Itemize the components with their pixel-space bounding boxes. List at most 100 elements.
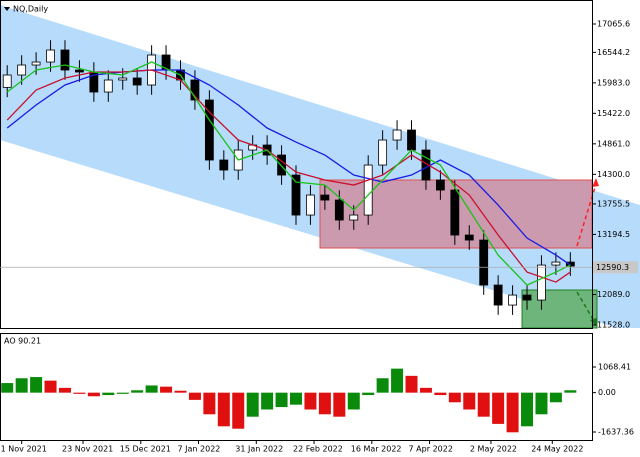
x-tick-label: 7 Jan 2022 — [178, 445, 221, 454]
candle-body — [132, 77, 142, 86]
candle-body — [306, 194, 315, 216]
ao-bar — [290, 392, 302, 405]
ao-bar — [463, 392, 476, 410]
candle-body — [522, 294, 532, 301]
ao-bar — [318, 392, 331, 415]
support-zone — [521, 289, 598, 329]
candle-body — [392, 129, 402, 141]
candle-body — [291, 174, 301, 216]
candle-body — [2, 74, 12, 88]
candle-body — [46, 49, 55, 63]
ao-bar — [275, 392, 288, 408]
candle-body — [320, 194, 330, 201]
ao-bar — [87, 392, 100, 397]
ao-bar — [174, 390, 187, 393]
candle-body — [190, 79, 200, 101]
candle-body — [464, 234, 474, 241]
ao-bar — [549, 392, 562, 403]
candle-body — [277, 154, 286, 176]
ao-bar — [217, 392, 230, 427]
y-tick-label: 11528.0 — [597, 321, 630, 330]
y-tick-label: -1637.36 — [598, 428, 634, 437]
ao-bar — [116, 392, 129, 394]
ao-bar — [506, 392, 519, 433]
ao-bar — [30, 377, 43, 393]
ao-bar — [419, 387, 432, 393]
y-tick-label: 1068.41 — [598, 362, 631, 371]
x-tick-label: 2 May 2022 — [470, 445, 517, 454]
y-tick-label: 15983.0 — [597, 78, 630, 87]
y-tick-label: 13755.5 — [597, 199, 630, 208]
candle-body — [118, 77, 128, 81]
last-price-box — [593, 261, 638, 274]
up-arrow — [576, 183, 597, 247]
ao-bar — [477, 392, 490, 417]
ao-bar — [246, 392, 259, 417]
ao-bar — [131, 390, 144, 393]
ao-bar — [1, 383, 14, 393]
ao-bar — [73, 392, 86, 394]
candle-body — [363, 164, 373, 216]
ao-bar — [434, 392, 447, 396]
candle-body — [407, 129, 416, 151]
candle-body — [75, 69, 84, 73]
main-frame — [0, 0, 593, 329]
ao-bar — [448, 392, 461, 403]
candle-body — [450, 189, 460, 236]
y-tick-label: 12089.0 — [597, 290, 630, 299]
x-tick-label: 22 Feb 2022 — [293, 445, 343, 454]
candle-body — [204, 99, 214, 161]
candle-body — [17, 64, 27, 76]
ao-bar — [188, 392, 201, 400]
y-tick-label: 13194.5 — [597, 230, 630, 239]
ao-bar — [232, 392, 245, 429]
y-tick-label: 17065.6 — [597, 19, 630, 28]
ao-bar — [58, 387, 71, 393]
ao-bar — [362, 392, 375, 396]
ao-bar — [405, 375, 418, 393]
y-tick-label: 16544.2 — [597, 48, 630, 57]
x-tick-label: 1 Nov 2021 — [1, 445, 47, 454]
candle-body — [565, 261, 575, 267]
candle-body — [31, 61, 41, 66]
x-tick-label: 24 May 2022 — [531, 445, 583, 454]
candle-body — [479, 239, 489, 286]
x-tick-label: 16 Mar 2022 — [351, 445, 402, 454]
candle-body — [219, 159, 229, 171]
candle-body — [508, 294, 517, 306]
ao-bar — [304, 392, 317, 410]
ao-bar — [492, 392, 505, 424]
chart-title: NQ,Daily — [13, 5, 48, 14]
indicator-title: AO 90.21 — [4, 337, 41, 346]
ao-bar — [203, 392, 216, 415]
candle-body — [493, 284, 503, 306]
candle-body — [435, 179, 445, 191]
moving-average — [6, 69, 571, 266]
ao-bar — [15, 378, 28, 393]
y-tick-label: 14300.0 — [597, 170, 630, 179]
down-arrow — [576, 291, 595, 322]
ao-bar — [160, 386, 173, 393]
menu-arrow — [4, 7, 10, 11]
y-tick-label: 14861.0 — [597, 139, 630, 148]
ao-bar — [535, 392, 548, 415]
ao-bar — [347, 392, 360, 410]
y-tick-label: 0.00 — [598, 388, 616, 397]
x-tick-label: 15 Dec 2021 — [120, 445, 171, 454]
ao-bar — [145, 385, 158, 393]
moving-average — [6, 61, 571, 286]
candle-body — [551, 261, 561, 266]
last-price-label: 12590.3 — [596, 263, 629, 272]
ao-bar — [44, 380, 57, 393]
x-tick-label: 7 Apr 2022 — [409, 445, 453, 454]
candle-body — [60, 49, 70, 71]
moving-average — [6, 69, 571, 283]
x-tick-label: 31 Jan 2022 — [235, 445, 283, 454]
candle-body — [103, 79, 113, 93]
ao-bar — [521, 392, 534, 427]
candle-body — [334, 199, 344, 221]
ao-bar — [333, 392, 346, 417]
ao-bar — [102, 392, 115, 396]
candle-body — [378, 139, 388, 166]
